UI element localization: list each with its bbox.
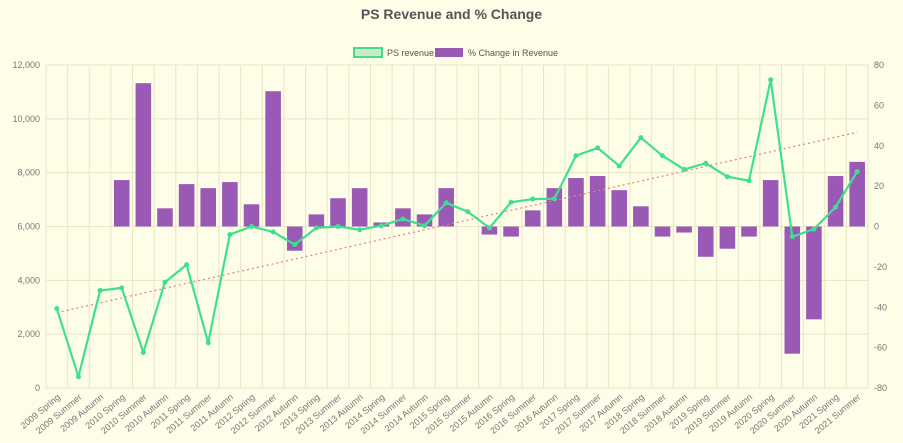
bar <box>113 180 130 227</box>
bar <box>351 188 368 227</box>
revenue-point <box>140 349 146 355</box>
chart-title: PS Revenue and % Change <box>360 6 543 22</box>
legend-label-revenue: PS revenue <box>387 48 434 58</box>
revenue-point <box>811 226 817 232</box>
trendline <box>56 131 858 314</box>
revenue-point <box>703 160 709 166</box>
axis-layer: 0 2,000 4,000 6,000 8,000 10,000 12,000 -80 -60 -… <box>12 60 887 436</box>
bar <box>286 226 303 251</box>
revenue-point <box>616 163 622 169</box>
revenue-point <box>378 223 384 229</box>
y-right-tick-label: 0 <box>874 222 879 232</box>
bar <box>503 226 519 237</box>
y-right-tick-label: 20 <box>874 181 884 191</box>
bar <box>481 226 498 235</box>
revenue-point <box>724 174 730 180</box>
revenue-point <box>768 77 774 83</box>
y-right-tick-label: -60 <box>874 343 887 353</box>
revenue-point <box>162 279 168 285</box>
revenue-point <box>54 306 60 312</box>
legend-swatch-revenue <box>353 47 383 58</box>
bar <box>243 204 260 227</box>
y-right-tick-label: 60 <box>874 100 884 110</box>
revenue-point <box>270 229 276 235</box>
revenue-point <box>660 153 665 159</box>
y-right-tick-label: -40 <box>874 302 887 312</box>
revenue-point <box>833 204 839 210</box>
bar <box>330 198 346 227</box>
y-right-tick-label: 40 <box>874 141 884 151</box>
bar <box>633 206 649 227</box>
revenue-point <box>292 242 298 248</box>
line-layer <box>54 77 860 380</box>
trend-layer <box>56 131 858 314</box>
y-left-tick-label: 8,000 <box>17 168 40 178</box>
revenue-point <box>184 262 190 268</box>
revenue-point <box>249 224 254 229</box>
revenue-line <box>55 78 859 378</box>
revenue-point <box>551 196 557 202</box>
y-right-tick-label: -20 <box>874 262 887 272</box>
bar <box>806 226 822 320</box>
bar <box>697 226 714 257</box>
revenue-point <box>357 227 363 233</box>
grid-layer <box>45 64 869 389</box>
y-left-tick-label: 2,000 <box>17 329 40 339</box>
bar <box>827 176 844 227</box>
bar <box>200 188 217 227</box>
revenue-point <box>97 288 103 294</box>
revenue-point <box>854 169 860 175</box>
revenue-point <box>205 340 211 346</box>
revenue-point <box>530 196 536 202</box>
y-left-tick-label: 4,000 <box>17 275 40 285</box>
revenue-point <box>595 145 601 151</box>
bar <box>589 176 606 227</box>
bar <box>568 178 584 227</box>
bar <box>654 226 671 237</box>
y-right-tick-label: -80 <box>874 383 887 393</box>
bar <box>719 226 736 249</box>
revenue-point <box>508 199 514 205</box>
bar <box>524 210 541 227</box>
bar-layer <box>113 83 865 354</box>
bar <box>611 190 628 227</box>
bar <box>438 188 454 227</box>
legend-swatch-change <box>435 48 463 57</box>
revenue-point <box>746 178 752 184</box>
y-left-tick-label: 0 <box>35 383 40 393</box>
y-right-tick-label: 80 <box>874 60 884 70</box>
revenue-point <box>443 200 449 206</box>
revenue-point <box>789 234 795 240</box>
bar <box>222 182 238 227</box>
revenue-point <box>335 224 341 229</box>
legend[interactable]: PS revenue % Change in Revenue <box>353 47 558 58</box>
bar <box>265 91 281 227</box>
revenue-point <box>313 225 319 231</box>
bar <box>135 83 152 227</box>
bar <box>741 226 757 237</box>
revenue-point <box>681 166 687 172</box>
revenue-point <box>400 216 406 222</box>
bar <box>157 208 173 227</box>
bar <box>676 226 692 233</box>
y-left-tick-label: 6,000 <box>17 222 40 232</box>
revenue-point <box>573 153 579 159</box>
revenue-point <box>422 223 428 229</box>
bar <box>546 188 563 227</box>
y-left-tick-label: 12,000 <box>12 60 40 70</box>
bar <box>308 214 325 227</box>
bar <box>762 180 779 227</box>
revenue-point <box>486 225 492 231</box>
revenue-point <box>75 374 81 380</box>
legend-label-change: % Change in Revenue <box>468 48 558 58</box>
bar <box>178 184 195 227</box>
bar <box>784 226 801 354</box>
revenue-point <box>119 285 125 291</box>
revenue-point <box>465 209 471 215</box>
revenue-point <box>638 135 644 141</box>
revenue-point <box>227 232 233 238</box>
y-left-tick-label: 10,000 <box>12 114 40 124</box>
